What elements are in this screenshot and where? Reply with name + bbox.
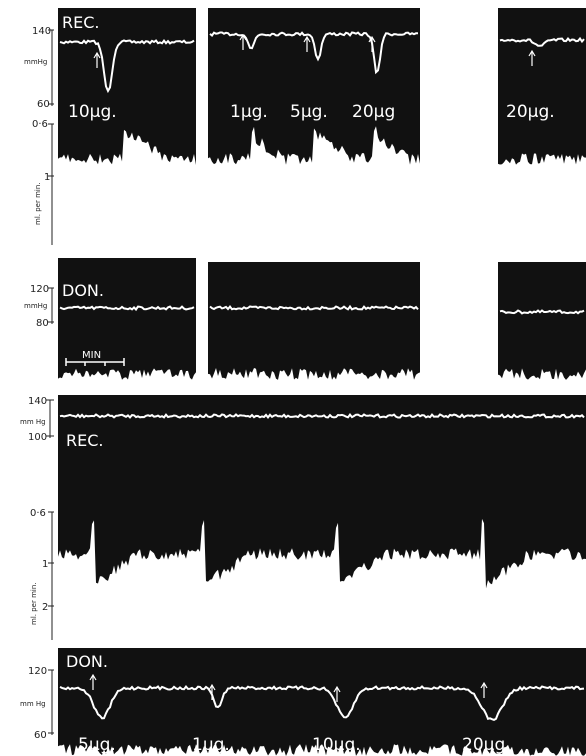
axis-unit: mm Hg: [20, 700, 46, 708]
axis-tick-label: 100: [28, 432, 47, 443]
dose-label: 20µg: [352, 102, 395, 122]
panel-label: DON.: [66, 652, 108, 671]
dose-label: 1µg.: [230, 102, 268, 122]
axis-tick-label: 60: [37, 99, 50, 110]
axis-ticks: [46, 30, 54, 735]
dose-label: 10µg.: [312, 735, 361, 755]
axis-unit: ml. per min.: [34, 183, 42, 226]
panel-label: REC.: [62, 13, 99, 32]
axis-unit: ml. per min.: [30, 583, 38, 626]
panel-label: DON.: [62, 281, 104, 300]
dose-label: 5µg.: [290, 102, 328, 122]
axis-tick-label: 1: [44, 172, 50, 183]
recording-panel: [498, 262, 586, 380]
axis-tick-label: 120: [28, 666, 47, 677]
axis-tick-label: 1: [42, 559, 48, 570]
dose-label: 5µg.: [78, 735, 116, 755]
axis-tick-label: 0·6: [32, 119, 48, 130]
axis-tick-label: 140: [32, 26, 51, 37]
axis-tick-label: 2: [42, 602, 48, 613]
scale-bar-label: MIN: [82, 350, 101, 361]
recording-panel: [498, 8, 586, 165]
axis-unit: mm Hg: [20, 418, 46, 426]
recording-panel: [58, 395, 586, 588]
dose-label: 20µg.: [462, 735, 511, 755]
axis-tick-label: 60: [34, 730, 47, 741]
recording-panel: [208, 262, 420, 380]
axis-tick-label: 0·6: [30, 508, 46, 519]
panel-label: REC.: [66, 431, 103, 450]
dose-label: 1µg.: [192, 735, 230, 755]
dose-label: 10µg.: [68, 102, 117, 122]
recording-panel: [208, 8, 420, 165]
axis-tick-label: 80: [36, 318, 49, 329]
axis-unit: mmHg: [24, 302, 47, 310]
dose-label: 20µg.: [506, 102, 555, 122]
axis-unit: mmHg: [24, 58, 47, 66]
axis-tick-label: 140: [28, 396, 47, 407]
figure: REC. 140 mmHg 60 0·6 1 ml. per min. 10µg…: [0, 0, 586, 756]
axis-tick-label: 120: [30, 284, 49, 295]
